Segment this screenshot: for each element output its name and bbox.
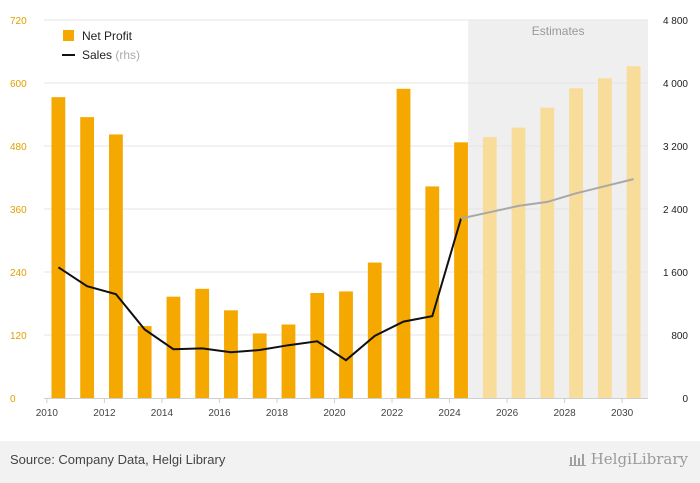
net-profit-bar [166,296,181,398]
net-profit-bar [454,142,468,398]
net-profit-bar [425,186,440,398]
y-right-tick-label: 4 000 [663,79,688,90]
x-tick-label: 2022 [381,408,404,419]
net-profit-bar [339,291,353,398]
y-right-tick-label: 1 600 [663,268,688,279]
x-tick-label: 2030 [611,408,634,419]
y-right-tick-label: 2 400 [663,205,688,216]
y-right-tick-label: 3 200 [663,142,688,153]
net-profit-bar [367,262,382,398]
net-profit-bar [80,117,95,398]
net-profit-bar [224,310,238,398]
footer: Source: Company Data, Helgi Library Helg… [0,441,700,483]
estimates-label: Estimates [532,24,585,38]
legend-label-net-profit: Net Profit [82,29,133,43]
sales-line-estimate [460,178,634,220]
y-left-tick-label: 600 [10,79,27,90]
x-tick-label: 2024 [438,408,461,419]
legend-swatch-net-profit [63,30,74,41]
brand-logo: HelgiLibrary [568,450,688,468]
library-icon [568,454,586,466]
x-tick-label: 2028 [553,408,576,419]
y-left-tick-label: 0 [10,394,16,405]
legend-rhs-note: (rhs) [115,48,140,62]
net-profit-bar [281,324,296,398]
net-profit-bar-estimate [482,137,497,398]
y-right-tick-label: 0 [682,394,688,405]
y-right-tick-label: 800 [671,331,688,342]
x-tick-label: 2016 [208,408,231,419]
net-profit-bar [396,88,411,399]
net-profit-bar [310,293,325,398]
x-tick-label: 2014 [151,408,174,419]
y-left-tick-label: 240 [10,268,27,279]
x-tick-label: 2018 [266,408,289,419]
net-profit-bar-estimate [511,127,526,398]
y-left-tick-label: 120 [10,331,27,342]
y-left-tick-label: 720 [10,16,27,27]
x-tick-label: 2010 [36,408,59,419]
net-profit-bar [195,288,210,398]
net-profit-bar-estimate [597,78,612,399]
x-tick-label: 2020 [323,408,346,419]
y-right-tick-label: 4 800 [663,16,688,27]
source-note: Source: Company Data, Helgi Library [10,452,226,467]
net-profit-bar [137,326,152,398]
net-profit-bar [51,97,66,399]
net-profit-bar [252,333,267,398]
x-tick-label: 2012 [93,408,116,419]
net-profit-bar-estimate [569,88,583,398]
sales-line [57,218,462,362]
brand-name: HelgiLibrary [590,450,688,468]
y-left-tick-label: 360 [10,205,27,216]
chart-svg: Estimates 0 0 120 800 240 1 600 360 2 400 480 3 20… [10,16,688,419]
net-profit-bar [109,134,123,398]
x-tick-label: 2026 [496,408,519,419]
net-profit-bar-estimate [626,66,641,398]
net-profit-bar-estimate [540,107,555,399]
legend-label-sales: Sales (rhs) [82,48,140,62]
y-left-tick-label: 480 [10,142,27,153]
